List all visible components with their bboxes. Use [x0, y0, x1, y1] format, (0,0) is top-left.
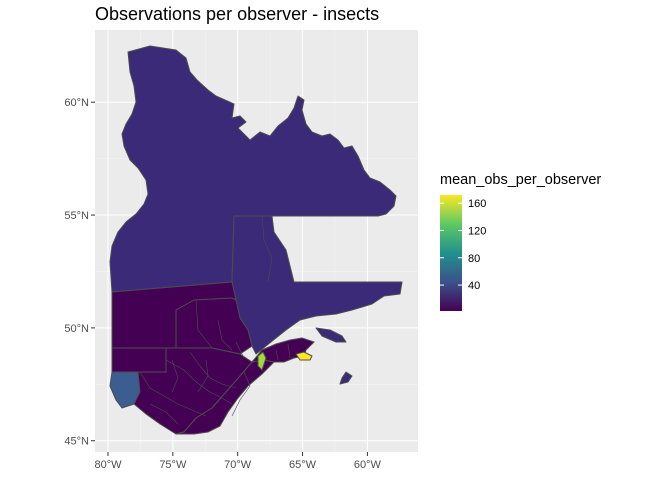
region-southeast[interactable] — [175, 359, 275, 435]
region-nord-du-quebec[interactable] — [109, 45, 397, 293]
x-tick-label: 65°W — [289, 459, 317, 471]
region-matane-high[interactable] — [257, 351, 267, 371]
chart-title: Observations per observer - insects — [95, 4, 380, 24]
subdivision-lines — [139, 215, 291, 425]
region-gaspe-high[interactable] — [295, 351, 313, 361]
region-anticosti[interactable] — [315, 327, 347, 343]
quebec-regions — [109, 45, 403, 435]
region-abitibi[interactable] — [111, 347, 167, 373]
y-tick-label: 50°N — [64, 323, 89, 335]
x-tick-label: 70°W — [224, 459, 252, 471]
axes: 80°W 75°W 70°W 65°W 60°W 45°N 50°N 55°N 60°N — [64, 97, 381, 471]
x-tick-label: 75°W — [159, 459, 187, 471]
legend-tick-label: 80 — [468, 253, 480, 265]
legend-title: mean_obs_per_observer — [440, 172, 602, 188]
legend-tick-label: 160 — [468, 198, 486, 210]
x-tick-label: 80°W — [94, 459, 122, 471]
y-tick-label: 55°N — [64, 210, 89, 222]
legend: 40 80 120 160 — [440, 195, 486, 311]
region-iles[interactable] — [339, 371, 353, 385]
legend-tick-label: 120 — [468, 225, 486, 237]
legend-tick-label: 40 — [468, 280, 480, 292]
x-tick-label: 60°W — [354, 459, 382, 471]
y-tick-label: 60°N — [64, 97, 89, 109]
legend-colorbar — [440, 195, 462, 311]
y-tick-label: 45°N — [64, 436, 89, 448]
